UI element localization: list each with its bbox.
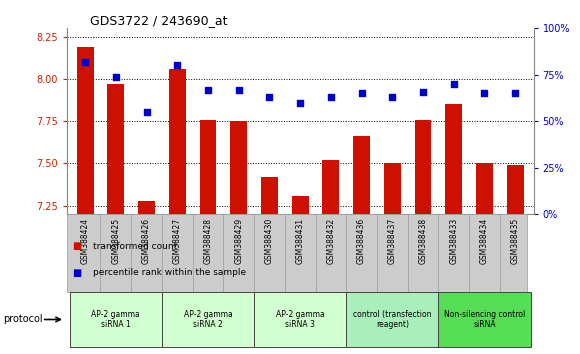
Bar <box>438 292 531 347</box>
Bar <box>254 292 346 347</box>
Text: GSM388435: GSM388435 <box>510 218 520 264</box>
Bar <box>169 69 186 214</box>
Point <box>234 87 244 92</box>
Text: AP-2 gamma
siRNA 3: AP-2 gamma siRNA 3 <box>276 310 325 329</box>
Point <box>81 59 90 65</box>
Bar <box>415 120 432 214</box>
Text: GSM388430: GSM388430 <box>265 218 274 264</box>
Point <box>295 100 305 105</box>
Text: GSM388437: GSM388437 <box>388 218 397 264</box>
Bar <box>292 196 309 214</box>
Text: GSM388424: GSM388424 <box>81 218 90 264</box>
Text: ■: ■ <box>72 268 82 278</box>
Bar <box>322 160 339 214</box>
Bar <box>162 292 254 347</box>
Point <box>111 74 121 79</box>
Bar <box>70 292 162 347</box>
Text: GDS3722 / 243690_at: GDS3722 / 243690_at <box>90 14 227 27</box>
Point <box>418 89 427 95</box>
Text: transformed count: transformed count <box>93 241 177 251</box>
Text: ■: ■ <box>72 241 82 251</box>
Point <box>357 91 366 96</box>
Text: control (transfection
reagent): control (transfection reagent) <box>353 310 432 329</box>
Text: AP-2 gamma
siRNA 2: AP-2 gamma siRNA 2 <box>184 310 233 329</box>
Text: GSM388431: GSM388431 <box>296 218 304 264</box>
Text: GSM388428: GSM388428 <box>204 218 212 264</box>
Text: GSM388432: GSM388432 <box>327 218 335 264</box>
Bar <box>77 47 93 214</box>
Text: GSM388425: GSM388425 <box>111 218 120 264</box>
Text: GSM388438: GSM388438 <box>419 218 427 264</box>
Point <box>510 91 520 96</box>
Point <box>326 94 335 100</box>
Bar <box>353 136 370 214</box>
Point <box>387 94 397 100</box>
Point <box>449 81 458 87</box>
Bar <box>107 84 124 214</box>
Point <box>480 91 489 96</box>
Text: GSM388436: GSM388436 <box>357 218 366 264</box>
Text: GSM388426: GSM388426 <box>142 218 151 264</box>
Text: protocol: protocol <box>3 314 42 325</box>
Bar <box>200 120 216 214</box>
Text: GSM388429: GSM388429 <box>234 218 243 264</box>
Bar <box>230 121 247 214</box>
Bar <box>138 201 155 214</box>
Point <box>265 94 274 100</box>
Text: percentile rank within the sample: percentile rank within the sample <box>93 268 246 277</box>
Bar <box>445 104 462 214</box>
Bar <box>346 292 438 347</box>
Point <box>204 87 213 92</box>
Text: AP-2 gamma
siRNA 1: AP-2 gamma siRNA 1 <box>92 310 140 329</box>
Bar <box>507 165 524 214</box>
Text: GSM388434: GSM388434 <box>480 218 489 264</box>
Point <box>173 63 182 68</box>
Text: Non-silencing control
siRNA: Non-silencing control siRNA <box>444 310 525 329</box>
Text: GSM388433: GSM388433 <box>450 218 458 264</box>
Point <box>142 109 151 115</box>
Text: GSM388427: GSM388427 <box>173 218 182 264</box>
Bar <box>384 164 401 214</box>
Bar <box>261 177 278 214</box>
Bar <box>476 164 493 214</box>
